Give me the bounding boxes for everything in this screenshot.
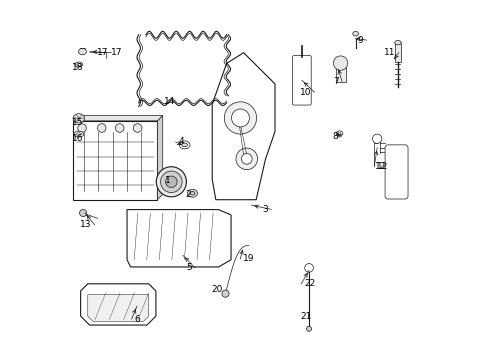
Text: 19: 19 (243, 255, 254, 264)
Text: 18: 18 (72, 63, 83, 72)
Text: 14: 14 (164, 97, 175, 106)
Circle shape (372, 134, 381, 143)
Text: 1: 1 (164, 176, 170, 185)
Text: 21: 21 (300, 312, 311, 321)
Ellipse shape (73, 114, 84, 123)
Ellipse shape (187, 189, 197, 197)
Text: 15: 15 (72, 118, 83, 127)
Circle shape (222, 290, 228, 297)
Circle shape (236, 148, 257, 170)
Circle shape (97, 124, 106, 132)
Circle shape (333, 56, 347, 70)
Ellipse shape (76, 133, 81, 135)
Polygon shape (88, 294, 148, 321)
Polygon shape (81, 284, 156, 325)
Ellipse shape (179, 141, 190, 149)
Text: 12: 12 (375, 162, 386, 171)
Text: 5: 5 (186, 264, 192, 273)
Ellipse shape (352, 31, 358, 36)
Text: 9: 9 (357, 36, 363, 45)
Text: 12: 12 (376, 162, 388, 171)
Text: 6: 6 (134, 315, 140, 324)
Text: 3: 3 (262, 205, 268, 214)
Circle shape (304, 264, 313, 272)
Ellipse shape (337, 132, 340, 134)
Circle shape (231, 109, 249, 127)
Circle shape (241, 153, 252, 164)
Circle shape (78, 124, 86, 132)
Text: 16: 16 (72, 134, 83, 143)
Text: 17: 17 (97, 48, 108, 57)
Ellipse shape (78, 48, 86, 55)
Ellipse shape (336, 131, 342, 136)
Circle shape (133, 124, 142, 132)
Text: 20: 20 (211, 285, 223, 294)
Bar (394, 42, 400, 62)
Text: 17: 17 (111, 48, 122, 57)
Polygon shape (73, 116, 163, 121)
Text: 10: 10 (300, 87, 311, 96)
Ellipse shape (394, 41, 400, 45)
Circle shape (80, 210, 86, 217)
Polygon shape (127, 210, 230, 267)
Bar (335, 64, 345, 82)
Circle shape (165, 176, 177, 188)
Text: 8: 8 (332, 132, 338, 141)
Ellipse shape (182, 143, 187, 147)
FancyBboxPatch shape (384, 145, 407, 199)
Circle shape (156, 167, 186, 197)
Polygon shape (157, 116, 163, 200)
Circle shape (224, 102, 256, 134)
Bar (73, 121, 157, 200)
Text: 13: 13 (80, 220, 92, 229)
Circle shape (115, 124, 124, 132)
Ellipse shape (75, 62, 82, 67)
Text: 7: 7 (333, 77, 339, 86)
Ellipse shape (77, 63, 81, 66)
Text: 11: 11 (384, 48, 395, 57)
Circle shape (160, 171, 182, 193)
FancyBboxPatch shape (292, 55, 310, 105)
Ellipse shape (74, 131, 83, 137)
Circle shape (306, 326, 311, 331)
Ellipse shape (190, 192, 195, 195)
Text: 22: 22 (304, 279, 315, 288)
Polygon shape (212, 53, 274, 200)
Text: 2: 2 (184, 190, 190, 199)
Text: 4: 4 (178, 138, 184, 147)
